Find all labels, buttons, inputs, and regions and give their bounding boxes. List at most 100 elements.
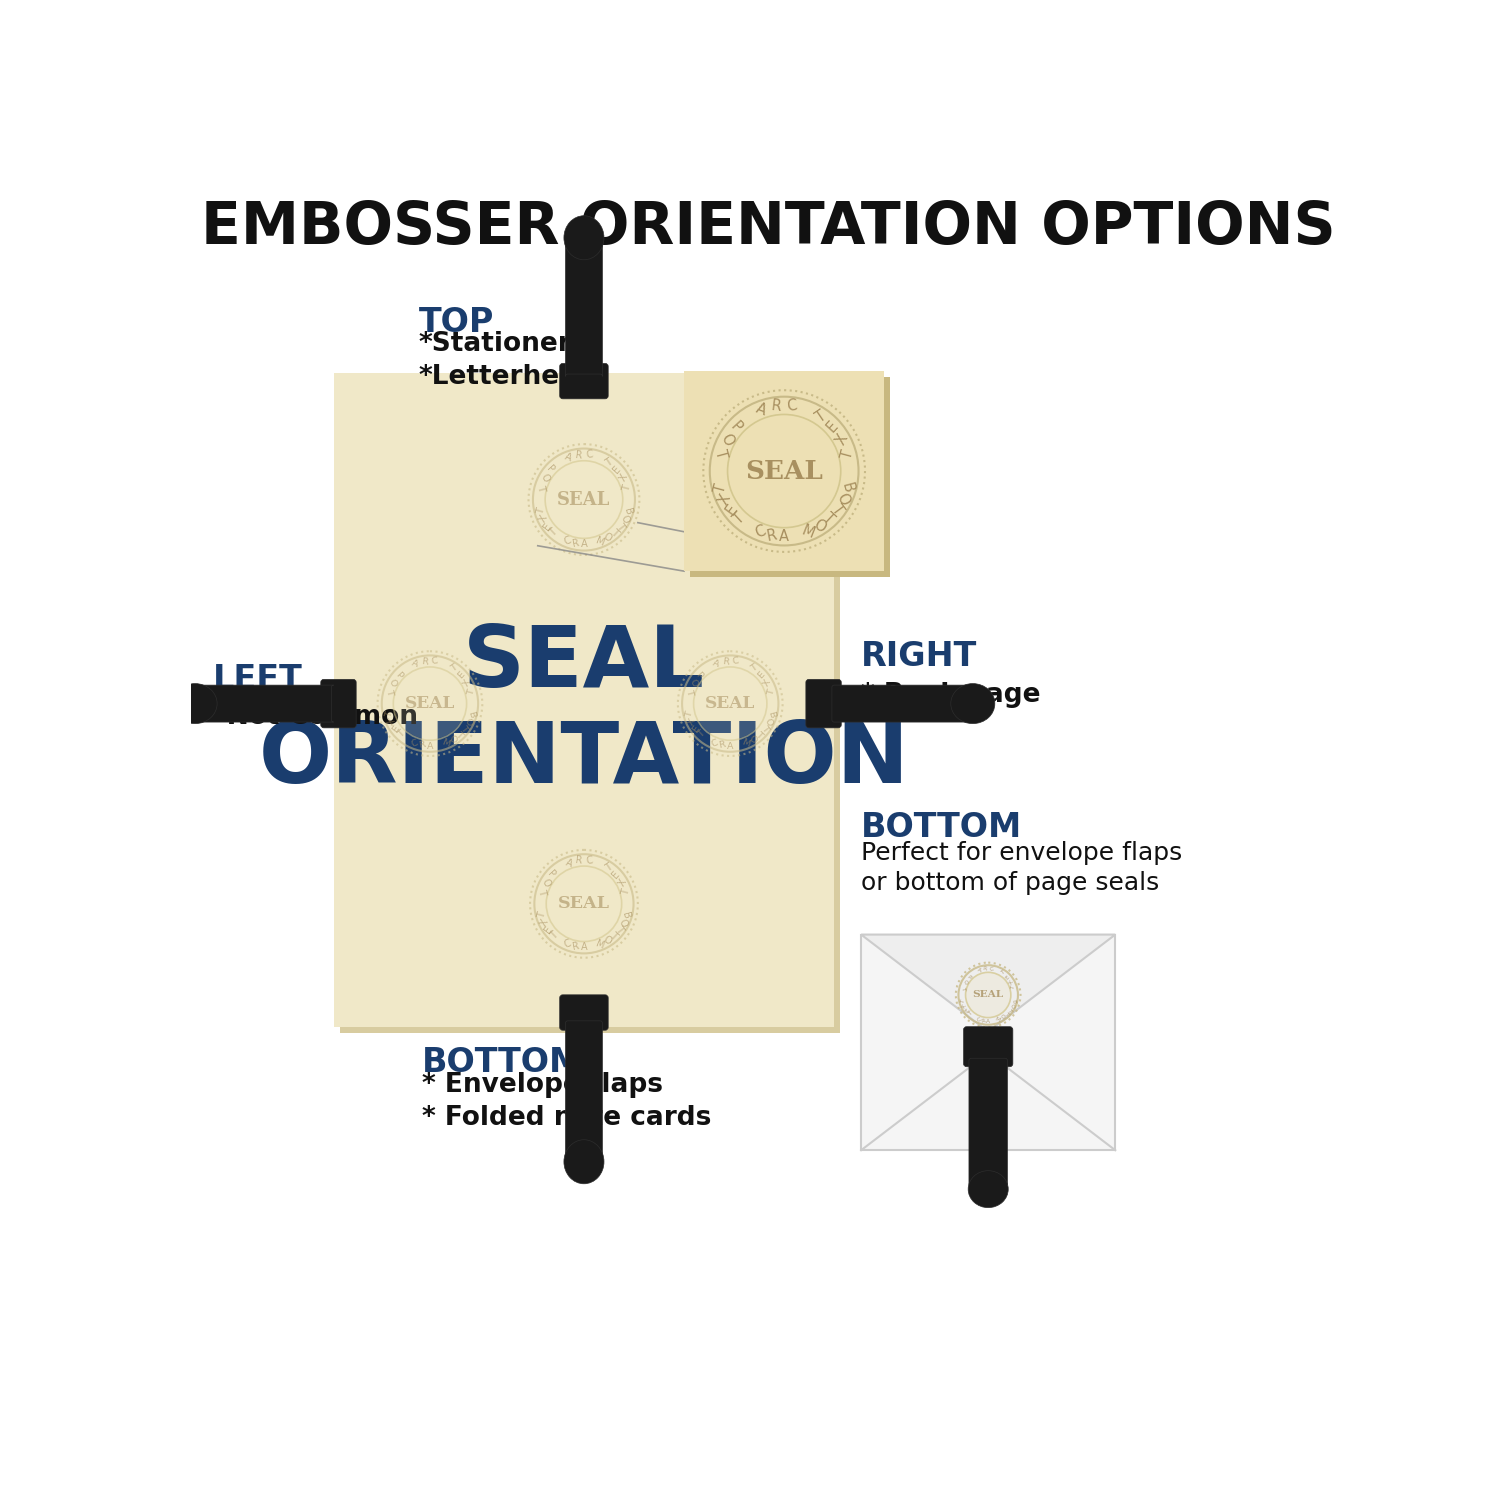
Text: T: T (1004, 1011, 1010, 1017)
Text: T: T (730, 510, 748, 528)
Text: T: T (448, 663, 459, 674)
Text: P: P (546, 868, 558, 880)
Text: E: E (723, 503, 740, 518)
Text: T: T (549, 930, 560, 942)
Text: E: E (390, 723, 400, 734)
Text: B: B (465, 711, 476, 718)
Text: O: O (540, 878, 552, 888)
Text: P: P (728, 419, 744, 435)
Text: C: C (732, 657, 740, 666)
FancyBboxPatch shape (321, 680, 356, 728)
Text: O: O (602, 934, 613, 946)
Text: T: T (968, 1011, 974, 1017)
Text: * Envelope flaps
* Folded note cards: * Envelope flaps * Folded note cards (423, 1071, 711, 1131)
Text: T: T (466, 688, 476, 696)
Text: BOTTOM: BOTTOM (423, 1047, 584, 1080)
Ellipse shape (564, 216, 604, 260)
Text: C: C (410, 738, 419, 748)
Text: O: O (764, 717, 774, 728)
Text: T: T (684, 711, 694, 718)
Text: M: M (994, 1016, 1000, 1023)
Text: T: T (960, 986, 966, 990)
Text: T: T (459, 724, 470, 734)
Text: A: A (754, 400, 768, 418)
Text: B: B (839, 482, 856, 495)
Text: M: M (594, 536, 606, 548)
Text: EMBOSSER ORIENTATION OPTIONS: EMBOSSER ORIENTATION OPTIONS (201, 200, 1336, 256)
Text: C: C (786, 398, 798, 414)
Text: O: O (462, 717, 474, 728)
Text: E: E (1005, 975, 1011, 981)
Circle shape (694, 668, 766, 740)
Text: A: A (564, 856, 573, 868)
Text: M: M (440, 738, 452, 748)
Text: A: A (580, 942, 588, 952)
Text: T: T (839, 448, 856, 460)
Text: T: T (536, 483, 546, 492)
Polygon shape (861, 934, 1114, 1150)
Text: R: R (422, 657, 429, 666)
Text: M: M (800, 524, 816, 542)
Text: O: O (602, 531, 613, 544)
Text: T: T (754, 729, 765, 740)
Text: C: C (430, 657, 439, 666)
FancyBboxPatch shape (969, 1059, 1008, 1186)
Text: C: C (753, 524, 768, 542)
Text: T: T (384, 688, 394, 696)
FancyBboxPatch shape (560, 994, 608, 1030)
Text: X: X (462, 678, 472, 688)
Text: O: O (1008, 1004, 1016, 1010)
FancyBboxPatch shape (963, 1026, 1012, 1066)
Text: T: T (453, 729, 464, 740)
Text: RIGHT: RIGHT (861, 640, 978, 674)
Text: A: A (564, 452, 573, 464)
Text: C: C (710, 738, 720, 748)
Text: R: R (771, 398, 783, 414)
Text: R: R (419, 740, 426, 750)
Text: X: X (833, 432, 850, 447)
Text: A: A (426, 741, 433, 750)
Polygon shape (333, 372, 834, 1028)
Text: T: T (821, 510, 837, 528)
Text: M: M (741, 738, 752, 748)
Text: T: T (536, 910, 548, 920)
Text: O: O (687, 678, 699, 688)
Text: X: X (538, 918, 550, 928)
Text: O: O (717, 430, 736, 448)
Text: O: O (538, 472, 550, 484)
Text: O: O (387, 678, 399, 688)
Text: *Stationery
*Letterhead: *Stationery *Letterhead (419, 332, 597, 390)
Text: T: T (609, 526, 619, 538)
Text: T: T (684, 688, 694, 696)
Text: X: X (762, 678, 772, 688)
Text: P: P (544, 464, 556, 476)
Text: T: T (615, 520, 626, 531)
Text: E: E (610, 868, 622, 880)
Text: LEFT: LEFT (213, 663, 303, 696)
Text: T: T (960, 999, 966, 1004)
Text: E: E (543, 924, 555, 934)
Polygon shape (861, 934, 1114, 1032)
Text: A: A (711, 658, 720, 669)
Text: TOP: TOP (419, 306, 494, 339)
Text: SEAL: SEAL (405, 694, 454, 712)
Text: X: X (1008, 980, 1014, 986)
Text: T: T (712, 448, 729, 460)
Text: O: O (810, 518, 828, 536)
Text: SEAL: SEAL (558, 490, 610, 508)
Text: R: R (574, 855, 584, 865)
Text: O: O (834, 490, 852, 508)
Text: X: X (687, 717, 698, 728)
Text: T: T (766, 688, 777, 696)
Text: C: C (562, 536, 573, 548)
Text: SEAL: SEAL (705, 694, 756, 712)
Text: E: E (456, 670, 466, 681)
Text: T: T (696, 729, 706, 740)
Ellipse shape (564, 1140, 604, 1184)
Text: T: T (712, 482, 729, 495)
Text: B: B (621, 910, 632, 920)
Text: Perfect for envelope flaps
or bottom of page seals: Perfect for envelope flaps or bottom of … (861, 840, 1182, 896)
Text: E: E (692, 723, 702, 734)
Circle shape (394, 668, 465, 740)
Text: A: A (986, 1019, 990, 1023)
